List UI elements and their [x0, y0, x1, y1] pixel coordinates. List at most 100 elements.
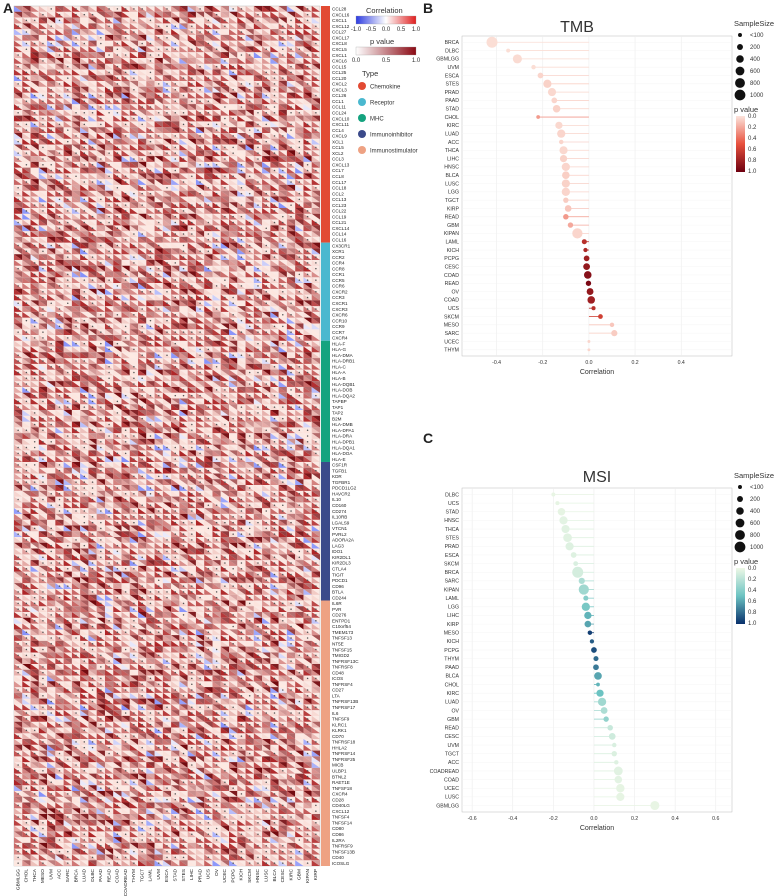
- heatmap-cell-corr: [154, 29, 163, 35]
- heatmap-cell-pvalue: [162, 190, 172, 197]
- heatmap-cell-pvalue: [311, 196, 320, 203]
- heatmap-cell-corr: [129, 208, 139, 214]
- heatmap-cell-corr: [311, 115, 320, 122]
- heatmap-cell-pvalue: [22, 167, 31, 174]
- heatmap-cell-corr: [286, 219, 296, 226]
- heatmap-cell-pvalue: [286, 57, 296, 64]
- heatmap-cell-corr: [96, 98, 105, 105]
- heatmap-cell-pvalue: [270, 29, 279, 35]
- heatmap-cell-pvalue: [88, 17, 97, 24]
- heatmap-cell-corr: [30, 196, 39, 203]
- heatmap-cell-corr: [47, 225, 56, 232]
- heatmap-cell-corr: [220, 179, 230, 185]
- heatmap-cell-corr: [237, 208, 246, 214]
- heatmap-cell-corr: [55, 98, 64, 105]
- heatmap-cell-corr: [121, 190, 130, 197]
- heatmap-cell-pvalue: [286, 11, 296, 18]
- heatmap-cell-corr: [195, 81, 205, 87]
- heatmap-cell-corr: [14, 179, 23, 185]
- heatmap-cell-corr: [245, 202, 254, 209]
- heatmap-cell-pvalue: [55, 132, 64, 139]
- heatmap-cell-corr: [262, 127, 271, 133]
- heatmap-cell-pvalue: [162, 196, 172, 203]
- heatmap-cell-corr: [311, 81, 320, 87]
- heatmap-cell-corr: [55, 184, 64, 191]
- heatmap-cell-corr: [121, 156, 130, 162]
- heatmap-cell-corr: [30, 109, 39, 116]
- heatmap-cell-corr: [253, 225, 263, 232]
- heatmap-cell-corr: [311, 121, 320, 128]
- heatmap-cell-corr: [179, 208, 188, 214]
- heatmap-cell-corr: [187, 115, 196, 122]
- heatmap-cell-corr: [138, 173, 147, 180]
- heatmap-cell-corr: [138, 52, 147, 58]
- heatmap-cell-pvalue: [138, 161, 147, 168]
- heatmap-cell-corr: [146, 6, 155, 12]
- heatmap-cell-pvalue: [14, 202, 23, 209]
- heatmap-cell-corr: [286, 190, 296, 197]
- heatmap-cell-corr: [303, 138, 312, 145]
- heatmap-cell-corr: [286, 150, 296, 157]
- heatmap-cell-pvalue: [113, 92, 122, 99]
- heatmap-cell-pvalue: [96, 6, 105, 12]
- heatmap-cell-corr: [121, 23, 130, 30]
- heatmap-cell-corr: [129, 127, 139, 133]
- heatmap-cell-corr: [88, 150, 97, 157]
- heatmap-cell-corr: [245, 75, 254, 82]
- heatmap-cell-pvalue: [129, 34, 139, 41]
- heatmap-cell-corr: [295, 144, 304, 151]
- heatmap-cell-corr: [270, 138, 279, 145]
- heatmap-cell-pvalue: [295, 132, 304, 139]
- heatmap-cell-corr: [104, 63, 114, 70]
- heatmap-cell-pvalue: [237, 46, 246, 53]
- heatmap-cell-corr: [71, 219, 81, 226]
- heatmap-cell-corr: [14, 225, 23, 232]
- heatmap-cell-corr: [80, 132, 89, 139]
- heatmap-cell-corr: [171, 196, 180, 203]
- heatmap-cell-pvalue: [220, 138, 230, 145]
- heatmap-cell-corr: [229, 52, 238, 58]
- heatmap-cell-corr: [121, 144, 130, 151]
- heatmap-cell-corr: [71, 57, 81, 64]
- heatmap-cell-corr: [303, 23, 312, 30]
- heatmap-cell-pvalue: [47, 150, 56, 157]
- heatmap-cell-pvalue: [179, 202, 188, 209]
- heatmap-cell-corr: [96, 144, 105, 151]
- heatmap-cell-corr: [14, 52, 23, 58]
- heatmap-cell-corr: [55, 213, 64, 220]
- heatmap-cell-corr: [311, 208, 320, 214]
- heatmap-cell-corr: [154, 184, 163, 191]
- heatmap-cell-corr: [71, 17, 81, 24]
- heatmap-cell-pvalue: [38, 109, 48, 116]
- heatmap-cell-pvalue: [104, 57, 114, 64]
- heatmap-cell-pvalue: [71, 92, 81, 99]
- heatmap-cell-pvalue: [171, 115, 180, 122]
- heatmap-cell-pvalue: [204, 81, 213, 87]
- heatmap-cell-corr: [22, 92, 31, 99]
- heatmap-cell-corr: [113, 179, 122, 185]
- heatmap-cell-corr: [146, 98, 155, 105]
- heatmap-cell-corr: [278, 231, 287, 237]
- heatmap-cell-corr: [104, 34, 114, 41]
- heatmap-cell-pvalue: [14, 208, 23, 214]
- heatmap-cell-pvalue: [80, 29, 89, 35]
- heatmap-cell-pvalue: [146, 81, 155, 87]
- heatmap-cell-corr: [63, 104, 72, 110]
- heatmap-cell-corr: [212, 75, 221, 82]
- heatmap-cell-pvalue: [113, 208, 122, 214]
- heatmap-cell-corr: [30, 213, 39, 220]
- heatmap-cell-pvalue: [47, 17, 56, 24]
- heatmap-cell-corr: [30, 150, 39, 157]
- heatmap-cell-pvalue: [162, 63, 172, 70]
- heatmap-cell-pvalue: [138, 92, 147, 99]
- heatmap-cell-corr: [96, 132, 105, 139]
- heatmap-cell-pvalue: [286, 231, 296, 237]
- heatmap-cell-corr: [121, 184, 130, 191]
- heatmap-cell-corr: [311, 104, 320, 110]
- heatmap-cell-corr: [229, 92, 238, 99]
- heatmap-cell-pvalue: [253, 219, 263, 226]
- heatmap-cell-corr: [121, 98, 130, 105]
- heatmap-cell-corr: [22, 98, 31, 105]
- heatmap-cell-pvalue: [138, 63, 147, 70]
- heatmap-cell-corr: [55, 202, 64, 209]
